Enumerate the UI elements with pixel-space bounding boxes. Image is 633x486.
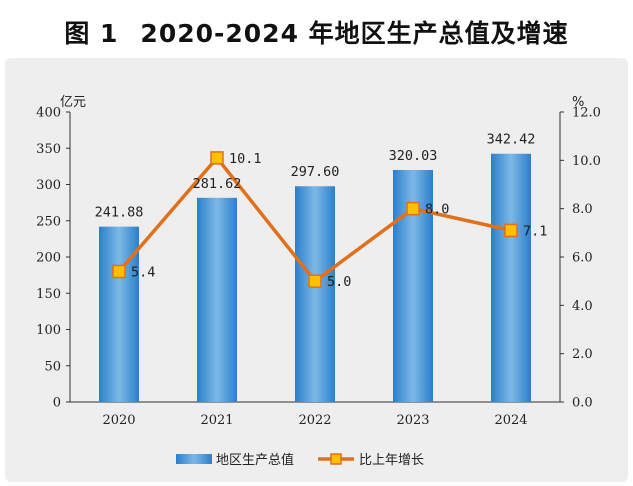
y-right-tick-label: 6.0 xyxy=(572,251,593,266)
bar-2022 xyxy=(295,186,335,402)
bar-value-label: 281.62 xyxy=(193,176,242,192)
y-left-unit: 亿元 xyxy=(60,95,86,110)
x-tick-label: 2021 xyxy=(200,413,233,428)
x-tick-label: 2020 xyxy=(102,413,135,428)
growth-value-label: 5.0 xyxy=(327,274,351,290)
legend-line-marker xyxy=(330,453,342,465)
growth-value-label: 7.1 xyxy=(523,223,547,239)
y-left-tick-label: 350 xyxy=(36,142,61,157)
y-left-tick-label: 0 xyxy=(53,396,61,411)
legend-line-label: 比上年增长 xyxy=(359,453,424,468)
growth-marker-2022 xyxy=(308,274,322,288)
y-left-tick-label: 150 xyxy=(36,287,61,302)
figure-title: 2020-2024 年地区生产总值及增速 xyxy=(140,19,569,48)
y-right-tick-label: 10.0 xyxy=(572,154,601,169)
y-right-tick-label: 8.0 xyxy=(572,202,593,217)
bar-value-label: 297.60 xyxy=(291,164,340,180)
growth-marker-2024 xyxy=(504,223,518,238)
legend: 地区生产总值 比上年增长 xyxy=(176,452,424,468)
growth-value-label: 5.4 xyxy=(131,265,155,281)
y-left-tick-label: 400 xyxy=(36,106,61,121)
y-left-tick-label: 250 xyxy=(36,214,61,229)
bar-value-label: 342.42 xyxy=(487,132,536,148)
growth-value-label: 10.1 xyxy=(229,151,262,167)
growth-marker-2021 xyxy=(210,151,224,165)
labels-group: 241.88 281.62 297.60 320.03 342.42 5.4 10.1 5.0… xyxy=(95,132,548,290)
y-right-tick-label: 2.0 xyxy=(572,347,593,362)
bars-group xyxy=(99,153,531,402)
bar-2024 xyxy=(491,153,531,402)
bar-value-label: 241.88 xyxy=(95,205,144,221)
x-tick-label: 2022 xyxy=(298,413,331,428)
x-tick-label: 2024 xyxy=(494,413,527,428)
x-tick-label: 2023 xyxy=(396,413,429,428)
chart-title: 图 1 2020-2024 年地区生产总值及增速 xyxy=(0,14,633,50)
legend-bar-swatch xyxy=(176,454,212,464)
bar-2021 xyxy=(197,197,237,402)
y-left-tick-label: 200 xyxy=(36,251,61,266)
y-right-tick-label: 4.0 xyxy=(572,299,593,314)
growth-value-label: 8.0 xyxy=(425,202,449,218)
y-right-tick-label: 12.0 xyxy=(572,106,601,121)
y-left-tick-label: 300 xyxy=(36,178,61,193)
growth-marker-2020 xyxy=(112,264,126,279)
growth-marker-2023 xyxy=(406,201,420,216)
figure-number: 图 1 xyxy=(64,19,119,48)
y-right-tick-label: 0.0 xyxy=(572,396,593,411)
y-left-tick-label: 50 xyxy=(44,359,61,374)
line-group xyxy=(112,151,518,288)
y-left-tick-label: 100 xyxy=(36,323,61,338)
legend-bar-label: 地区生产总值 xyxy=(216,452,294,468)
y-right-unit: % xyxy=(572,95,584,110)
bar-value-label: 320.03 xyxy=(389,148,438,164)
